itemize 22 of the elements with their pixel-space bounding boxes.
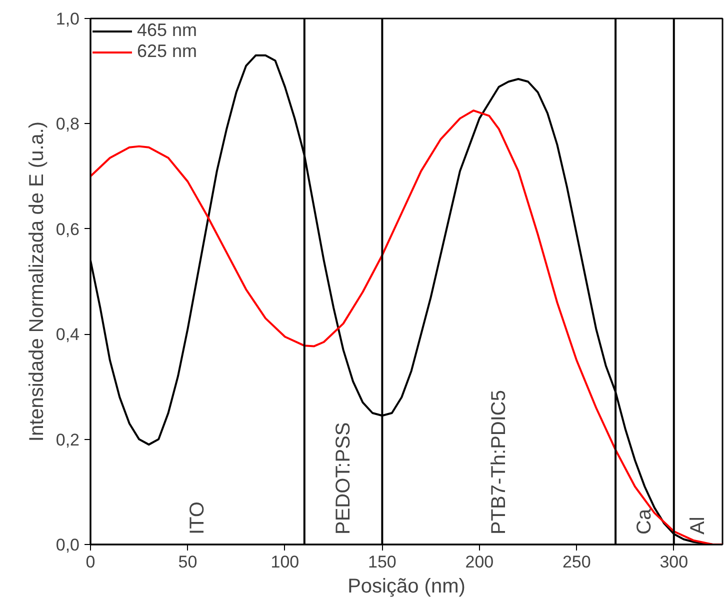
y-tick-label: 0,6 [56, 220, 80, 239]
x-tick-label: 50 [178, 552, 198, 572]
legend-label: 625 nm [137, 41, 198, 62]
annotation: ITO [186, 502, 208, 534]
annotation: PEDOT:PSS [332, 422, 354, 534]
y-tick-label: 1,0 [56, 10, 80, 28]
y-tick-label: 0,8 [56, 114, 80, 134]
x-axis-title: Posição (nm) [348, 576, 466, 598]
annotation: Ca [634, 508, 656, 534]
y-tick-label: 0,0 [56, 536, 80, 554]
x-tick-label: 100 [270, 552, 300, 572]
x-tick-label: 250 [562, 552, 591, 572]
y-axis-title: Intensidade Normalizada de E (u.a.) [26, 121, 48, 442]
legend-label: 465 nm [137, 20, 198, 41]
x-tick-label: 150 [368, 552, 396, 572]
x-tick-label: 200 [465, 552, 494, 572]
y-tick-label: 0,4 [56, 325, 80, 344]
annotation: PTB7-Th:PDIC5 [488, 390, 510, 534]
y-tick-label: 0,2 [56, 430, 80, 450]
x-tick-label: 0 [86, 552, 96, 572]
annotation: Al [687, 516, 710, 534]
x-tick-label: 300 [660, 552, 688, 572]
